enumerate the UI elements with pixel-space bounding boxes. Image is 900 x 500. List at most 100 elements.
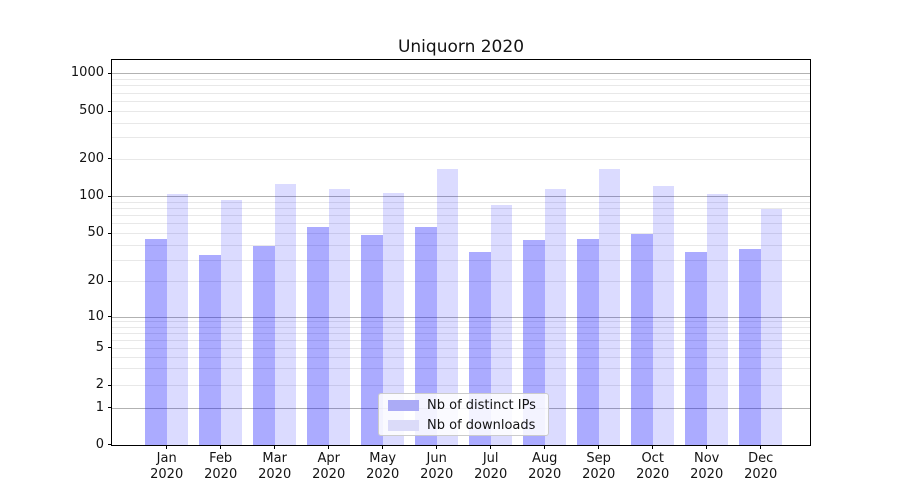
x-tick (328, 445, 330, 449)
x-axis-tick-label: Sep 2020 (582, 451, 616, 482)
y-axis-tick-label: 500 (79, 103, 104, 118)
gridline-major (112, 73, 810, 75)
gridline-minor (112, 233, 810, 235)
gridline-minor (112, 259, 810, 261)
x-axis-tick-label: Dec 2020 (744, 451, 778, 482)
bar-downloads-oct (652, 185, 675, 445)
x-tick (436, 445, 438, 449)
gridline-minor (112, 223, 810, 225)
y-tick (107, 407, 112, 409)
x-tick (274, 445, 276, 449)
gridline-minor (112, 385, 810, 386)
y-axis-tick-label: 5 (95, 339, 104, 355)
x-axis-tick-label: Nov 2020 (690, 451, 724, 482)
y-tick (107, 158, 112, 160)
bar-downloads-mar (274, 183, 297, 445)
y-tick (107, 280, 112, 282)
x-axis-tick-label: Apr 2020 (312, 451, 346, 482)
gridline-minor (112, 321, 810, 323)
plot-area (112, 60, 810, 445)
gridline-minor (112, 158, 810, 160)
bar-downloads-nov (706, 194, 729, 445)
y-axis-tick-label: 20 (87, 273, 104, 288)
x-axis-tick-label: Feb 2020 (204, 451, 238, 482)
x-tick (760, 445, 762, 449)
bar-distinct-ips-may (361, 235, 383, 445)
gridline-minor (112, 79, 810, 81)
x-tick (706, 445, 708, 449)
gridline-minor (112, 201, 810, 203)
bar-distinct-ips-jun (415, 227, 437, 445)
x-tick (490, 445, 492, 449)
gridline-minor (112, 111, 810, 112)
gridline-minor (112, 101, 810, 103)
gridline-major (112, 316, 810, 318)
x-axis-tick-label: May 2020 (366, 451, 400, 482)
bar-distinct-ips-nov (685, 251, 707, 445)
bar-downloads-feb (220, 200, 243, 445)
bar-distinct-ips-dec (739, 248, 761, 445)
bar-distinct-ips-sep (577, 238, 599, 445)
bar-distinct-ips-oct (631, 234, 653, 445)
y-axis-tick-label: 0 (95, 436, 104, 452)
x-axis-tick-label: Mar 2020 (258, 451, 292, 482)
bar-downloads-sep (598, 168, 621, 445)
y-axis-tick-label: 50 (87, 225, 104, 241)
gridline-minor (112, 368, 810, 370)
y-tick (107, 347, 112, 349)
x-axis-tick-label: Aug 2020 (528, 451, 562, 482)
gridline-minor (112, 347, 810, 349)
y-tick (107, 110, 112, 112)
legend-label-downloads: Nb of downloads (427, 418, 536, 433)
y-tick (107, 232, 112, 234)
y-tick (107, 316, 112, 318)
legend-label-distinct-ips: Nb of distinct IPs (427, 398, 536, 413)
legend-swatch-distinct-ips (388, 400, 419, 411)
x-tick (220, 445, 222, 449)
gridline-minor (112, 85, 810, 87)
y-axis-tick-label: 1000 (70, 65, 104, 81)
bar-distinct-ips-feb (199, 254, 221, 445)
gridline-minor (112, 92, 810, 94)
gridline-minor (112, 122, 810, 124)
x-tick (382, 445, 384, 449)
y-axis-tick-label: 1 (95, 399, 104, 415)
bar-downloads-may (382, 192, 405, 445)
x-axis-tick-label: Oct 2020 (636, 451, 670, 482)
y-tick (107, 384, 112, 386)
bar-downloads-dec (760, 208, 783, 445)
bar-downloads-jan (166, 193, 189, 445)
legend: Nb of distinct IPs Nb of downloads (378, 393, 549, 436)
x-axis-tick-label: Jan 2020 (150, 451, 184, 482)
y-axis-tick-label: 2 (95, 377, 104, 392)
y-axis-tick-label: 10 (87, 308, 104, 324)
bar-downloads-jul (490, 205, 513, 445)
x-axis-tick-label: Jul 2020 (474, 451, 508, 482)
bar-downloads-apr (328, 189, 351, 445)
gridline-minor (112, 281, 810, 282)
bar-distinct-ips-apr (307, 227, 329, 445)
y-axis-tick-label: 100 (79, 188, 104, 203)
x-tick (166, 445, 168, 449)
legend-item-distinct-ips: Nb of distinct IPs (379, 395, 536, 416)
bar-downloads-aug (544, 188, 567, 445)
gridline-minor (112, 339, 810, 341)
y-tick (107, 195, 112, 197)
gridline-minor (112, 326, 810, 328)
gridline-minor (112, 332, 810, 334)
x-tick (598, 445, 600, 449)
bar-distinct-ips-mar (253, 246, 275, 445)
gridline-minor (112, 137, 810, 139)
y-axis-tick-label: 200 (79, 150, 104, 166)
gridline-minor (112, 356, 810, 358)
y-tick (107, 444, 112, 446)
y-tick (107, 72, 112, 74)
x-tick (544, 445, 546, 449)
gridline-minor (112, 244, 810, 246)
chart-title: Uniquorn 2020 (397, 37, 525, 57)
bar-downloads-jun (436, 168, 459, 445)
gridline-minor (112, 215, 810, 217)
legend-swatch-downloads (388, 420, 419, 431)
gridline-major (112, 196, 810, 197)
